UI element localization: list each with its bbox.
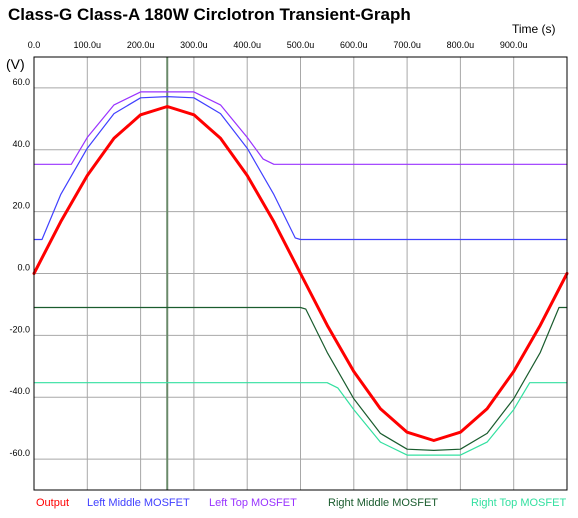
x-tick-label: 600.0u (340, 40, 368, 50)
x-tick-label: 300.0u (180, 40, 208, 50)
x-tick-label: 500.0u (287, 40, 315, 50)
y-axis-label: (V) (6, 56, 25, 72)
y-tick-label: 40.0 (12, 139, 30, 149)
x-tick-label: 100.0u (74, 40, 102, 50)
legend-item-output: Output (36, 497, 70, 509)
x-tick-label: 200.0u (127, 40, 155, 50)
legend-item-left-top-mosfet: Left Top MOSFET (209, 497, 297, 509)
legend-item-right-top-mosfet: Right Top MOSFET (471, 497, 567, 509)
y-tick-labels: 60.0 40.0 20.0 0.0 -20.0 -40.0 -60.0 (9, 77, 30, 458)
y-tick-label: 20.0 (12, 201, 30, 211)
legend-item-left-middle-mosfet: Left Middle MOSFET (87, 497, 190, 509)
series-line-left-top-mosfet (33, 91, 568, 165)
y-tick-label: -60.0 (9, 448, 30, 458)
x-tick-labels: 0.0 100.0u 200.0u 300.0u 400.0u 500.0u 600.0u 7… (28, 40, 528, 50)
legend: Output Left Middle MOSFET Left Top MOSFET R… (0, 497, 578, 513)
y-tick-label: -20.0 (9, 324, 30, 334)
series-group (32, 91, 569, 456)
x-tick-label: 900.0u (500, 40, 528, 50)
y-tick-label: 60.0 (12, 77, 30, 87)
y-tick-label: 0.0 (17, 263, 30, 273)
series-line-right-top-mosfet (33, 382, 568, 456)
y-tick-label: -40.0 (9, 386, 30, 396)
series-line-right-middle-mosfet (33, 306, 568, 451)
x-axis-label: Time (s) (512, 22, 556, 36)
chart-title: Class-G Class-A 180W Circlotron Transien… (8, 5, 411, 24)
series-line-left-middle-mosfet (33, 95, 568, 241)
x-tick-label: 800.0u (447, 40, 475, 50)
x-tick-label: 0.0 (28, 40, 41, 50)
x-tick-label: 700.0u (393, 40, 421, 50)
plot-frame (33, 56, 568, 491)
legend-item-right-middle-mosfet: Right Middle MOSFET (328, 497, 439, 509)
x-tick-label: 400.0u (233, 40, 261, 50)
series-line-output (32, 105, 569, 442)
